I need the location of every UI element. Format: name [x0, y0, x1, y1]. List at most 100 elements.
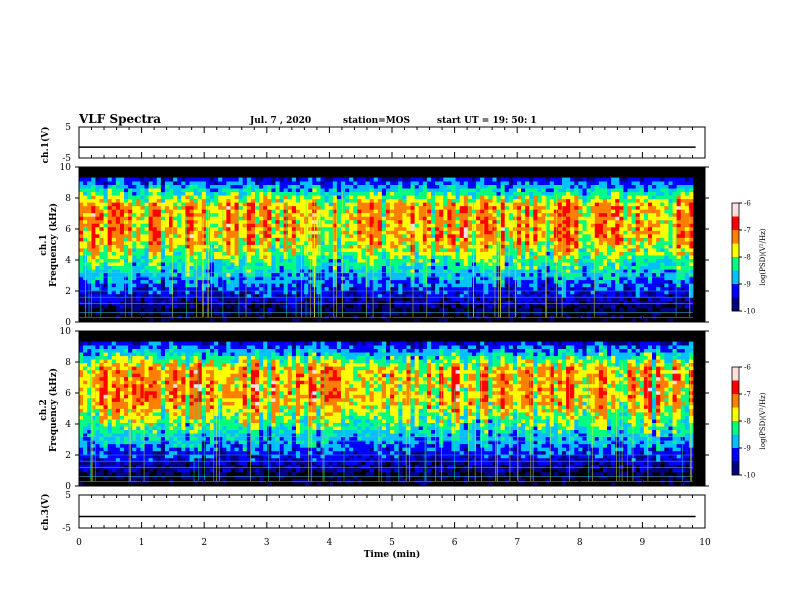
- spectrogram-cell: [431, 233, 436, 238]
- spectrogram-cell: [500, 307, 506, 312]
- spectrogram-cell: [570, 216, 575, 221]
- spectrogram-cell: [263, 248, 268, 252]
- spectrogram-cell: [230, 240, 235, 245]
- spectrogram-cell: [124, 262, 129, 267]
- spectrogram-cell: [574, 248, 579, 252]
- spectrogram-cell: [222, 223, 227, 228]
- spectrogram-cell: [598, 283, 604, 288]
- spectrogram-cell: [504, 209, 510, 214]
- spectrogram-cell: [345, 195, 350, 200]
- spectrogram-cell: [557, 248, 563, 252]
- spectrogram-cell: [439, 255, 444, 259]
- spectrogram-cell: [484, 290, 489, 295]
- spectrogram-cell: [132, 300, 137, 305]
- spectrogram-cell: [164, 318, 170, 323]
- spectrogram-cell: [295, 318, 301, 323]
- spectrogram-cell: [79, 188, 84, 193]
- spectrogram-cell: [349, 202, 354, 207]
- spectrogram-cell: [226, 237, 231, 242]
- spectrogram-cell: [566, 300, 571, 305]
- spectrogram-cell: [234, 251, 240, 256]
- spectrogram-cell: [160, 188, 166, 193]
- spectrogram-cell: [91, 212, 96, 217]
- spectrogram-cell: [283, 300, 289, 305]
- spectrogram-cell: [541, 219, 547, 224]
- spectrogram-cell: [124, 191, 129, 196]
- spectrogram-cell: [320, 237, 325, 242]
- spectrogram-cell: [267, 237, 272, 242]
- spectrogram-cell: [607, 237, 612, 242]
- spectrogram-cell: [201, 300, 207, 305]
- spectrogram-cell: [271, 177, 276, 182]
- spectrogram-cell: [607, 286, 612, 291]
- spectrogram-cell: [246, 205, 252, 210]
- spectrogram-cell: [590, 209, 596, 214]
- spectrogram-cell: [426, 219, 432, 224]
- spectrogram-cell: [398, 297, 403, 302]
- spectrogram-cell: [214, 209, 219, 214]
- spectrogram-cell: [516, 286, 522, 291]
- spectrogram-cell: [312, 177, 317, 182]
- spectrogram-cell: [451, 202, 456, 207]
- spectrogram-cell: [422, 230, 428, 235]
- spectrogram-cell: [177, 191, 182, 196]
- spectrogram-cell: [185, 262, 190, 267]
- spectrogram-cell: [459, 258, 465, 263]
- spectrogram-cell: [594, 276, 600, 281]
- spectrogram-cell: [287, 269, 293, 274]
- spectrogram-cell: [570, 269, 575, 274]
- spectrogram-cell: [549, 283, 555, 288]
- spectrogram-cell: [349, 237, 354, 242]
- spectrogram-cell: [480, 184, 485, 189]
- spectrogram-cell: [160, 181, 166, 186]
- spectrogram-cell: [439, 223, 444, 228]
- spectrogram-cell: [209, 177, 215, 182]
- spectrogram-cell: [128, 255, 133, 259]
- spectrogram-cell: [160, 209, 166, 214]
- spectrogram-cell: [611, 269, 616, 274]
- spectrogram-cell: [361, 181, 366, 186]
- spectrogram-cell: [365, 223, 371, 228]
- spectrogram-cell: [451, 237, 456, 242]
- spectrogram-cell: [119, 262, 125, 267]
- spectrogram-cell: [553, 248, 559, 252]
- spectrogram-cell: [242, 195, 248, 200]
- spectrogram-cell: [349, 191, 354, 196]
- spectrogram-cell: [214, 286, 219, 291]
- spectrogram-cell: [467, 283, 473, 288]
- spectrogram-cell: [144, 202, 149, 207]
- spectrogram-cell: [602, 300, 608, 305]
- spectrogram-cell: [259, 290, 264, 295]
- spectrogram-cell: [283, 240, 289, 245]
- spectrogram-cell: [508, 311, 514, 316]
- spectrogram-cell: [177, 188, 182, 193]
- spectrogram-cell: [87, 212, 92, 217]
- spectrogram-cell: [197, 244, 203, 249]
- spectrogram-cell: [99, 177, 104, 182]
- spectrogram-cell: [345, 181, 350, 186]
- spectrogram-cell: [402, 216, 407, 221]
- spectrogram-cell: [87, 237, 92, 242]
- spectrogram-cell: [320, 297, 325, 302]
- spectrogram-cell: [390, 311, 395, 316]
- spectrogram-cell: [189, 297, 195, 302]
- spectrogram-cell: [521, 216, 526, 221]
- spectrogram-cell: [463, 300, 469, 305]
- spectrogram-cell: [124, 251, 129, 256]
- spectrogram-cell: [394, 283, 399, 288]
- spectrogram-cell: [197, 248, 203, 252]
- spectrogram-cell: [357, 233, 362, 238]
- spectrogram-cell: [533, 188, 538, 193]
- spectrogram-cell: [443, 188, 448, 193]
- spectrogram-cell: [332, 226, 338, 231]
- spectrogram-cell: [357, 272, 362, 277]
- spectrogram-cell: [357, 191, 362, 196]
- spectrogram-cell: [557, 240, 563, 245]
- spectrogram-cell: [394, 226, 399, 231]
- spectrogram-cell: [525, 248, 530, 252]
- spectrogram-cell: [500, 198, 506, 203]
- spectrogram-cell: [148, 265, 154, 270]
- spectrogram-cell: [234, 191, 240, 196]
- spectrogram-cell: [267, 272, 272, 277]
- spectrogram-cell: [422, 276, 428, 281]
